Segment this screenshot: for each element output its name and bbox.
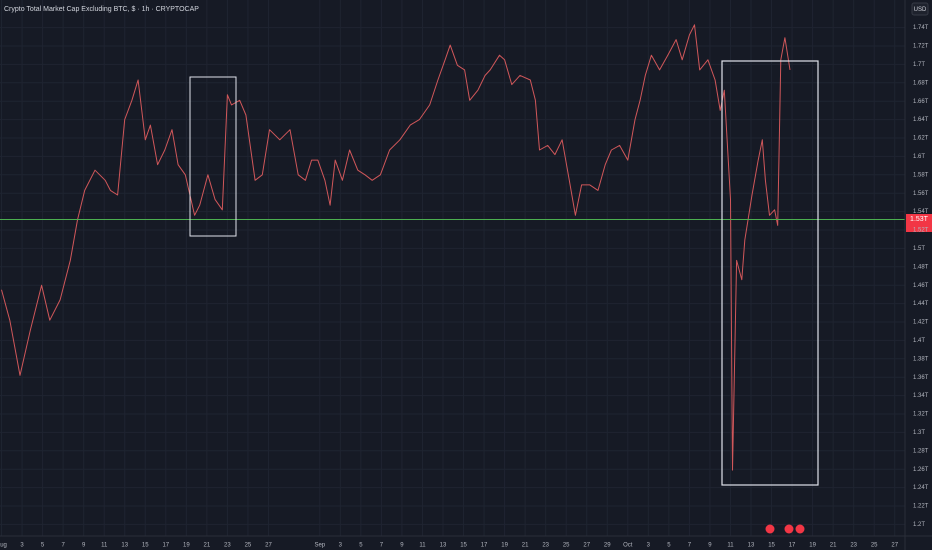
y-tick-label: 1.52T [913, 228, 929, 234]
x-tick-label: 13 [121, 543, 128, 549]
y-tick-label: 1.48T [913, 264, 929, 270]
y-tick-label: 1.72T [913, 44, 929, 50]
x-tick-label: 7 [380, 543, 384, 549]
x-tick-label: 21 [522, 543, 529, 549]
y-tick-label: 1.6T [913, 154, 925, 160]
y-tick-label: 1.36T [913, 375, 929, 381]
y-tick-label: 1.32T [913, 412, 929, 418]
y-tick-label: 1.2T [913, 522, 925, 528]
y-tick-label: 1.64T [913, 117, 929, 123]
price-label: 1.53T [910, 216, 929, 223]
y-tick-label: 1.4T [913, 338, 925, 344]
y-tick-label: 1.24T [913, 485, 929, 491]
x-tick-label: 3 [339, 543, 343, 549]
x-tick-label: 13 [748, 543, 755, 549]
x-tick-label: 17 [789, 543, 796, 549]
event-icon[interactable] [784, 524, 794, 534]
chart-title: Crypto Total Market Cap Excluding BTC, $… [4, 6, 199, 13]
event-icon[interactable] [765, 524, 775, 534]
y-tick-label: 1.44T [913, 301, 929, 307]
x-tick-label: 23 [542, 543, 549, 549]
plot-area [1, 24, 791, 471]
rectangle-drawing [189, 76, 237, 237]
x-tick-label: 5 [359, 543, 363, 549]
currency-button[interactable] [911, 2, 929, 16]
y-tick-label: 1.74T [913, 25, 929, 31]
x-tick-label: 9 [400, 543, 404, 549]
x-tick-label: 25 [245, 543, 252, 549]
x-tick-label: 27 [583, 543, 590, 549]
y-tick-label: 1.42T [913, 320, 929, 326]
y-tick-label: 1.54T [913, 209, 929, 215]
x-tick-label: 9 [708, 543, 712, 549]
x-tick-label: 7 [688, 543, 692, 549]
grid [0, 0, 905, 536]
x-tick-label: 21 [830, 543, 837, 549]
y-tick-label: 1.26T [913, 467, 929, 473]
x-tick-label: 3 [647, 543, 651, 549]
y-tick-label: 1.38T [913, 356, 929, 362]
x-tick-label: Sep [314, 543, 325, 549]
x-tick-label: 5 [41, 543, 45, 549]
y-tick-label: 1.56T [913, 191, 929, 197]
x-tick-label: Aug [0, 543, 7, 549]
x-tick-label: 21 [204, 543, 211, 549]
y-tick-label: 1.3T [913, 430, 925, 436]
x-tick-label: 17 [162, 543, 169, 549]
currency-label[interactable]: USD [914, 7, 927, 13]
price-line [1, 24, 791, 471]
y-tick-label: 1.22T [913, 504, 929, 510]
x-tick-label: 11 [101, 543, 108, 549]
x-tick-label: 5 [667, 543, 671, 549]
x-tick-label: 11 [419, 543, 426, 549]
x-tick-label: 7 [61, 543, 65, 549]
x-tick-label: 19 [809, 543, 816, 549]
y-tick-label: 1.46T [913, 283, 929, 289]
y-tick-label: 1.58T [913, 172, 929, 178]
x-tick-label: 3 [20, 543, 24, 549]
x-tick-label: 15 [460, 543, 467, 549]
x-tick-label: 19 [183, 543, 190, 549]
price-label-box [906, 214, 932, 232]
x-tick-label: 23 [224, 543, 231, 549]
x-tick-label: 11 [727, 543, 734, 549]
x-tick-label: 9 [82, 543, 86, 549]
x-tick-label: 27 [891, 543, 898, 549]
y-tick-label: 1.34T [913, 393, 929, 399]
y-tick-label: 1.68T [913, 80, 929, 86]
y-tick-label: 1.7T [913, 62, 925, 68]
x-tick-label: 15 [142, 543, 149, 549]
x-tick-label: 29 [604, 543, 611, 549]
y-tick-label: 1.62T [913, 136, 929, 142]
y-tick-label: 1.28T [913, 448, 929, 454]
x-tick-label: 25 [563, 543, 570, 549]
x-tick-label: 23 [850, 543, 857, 549]
x-tick-label: 19 [501, 543, 508, 549]
rectangle-drawing [721, 60, 819, 486]
x-tick-label: Oct [623, 543, 633, 549]
y-tick-label: 1.66T [913, 99, 929, 105]
y-tick-label: 1.5T [913, 246, 925, 252]
event-icon[interactable] [795, 524, 805, 534]
x-tick-label: 15 [768, 543, 775, 549]
x-tick-label: 13 [440, 543, 447, 549]
x-tick-label: 17 [481, 543, 488, 549]
x-tick-label: 27 [265, 543, 272, 549]
x-tick-label: 25 [871, 543, 878, 549]
